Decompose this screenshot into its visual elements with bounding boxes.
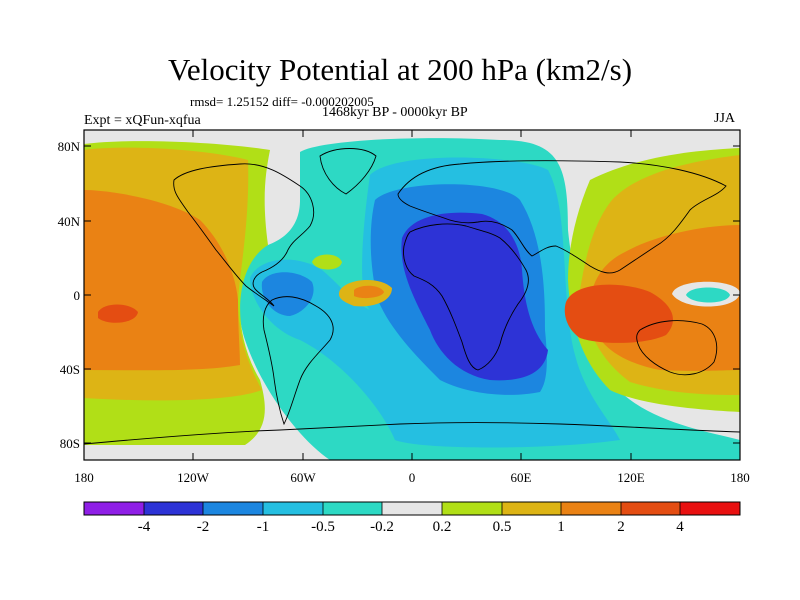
figure-title: Velocity Potential at 200 hPa (km2/s) (167, 52, 633, 87)
colorbar-box-6 (442, 502, 502, 515)
map-field (84, 130, 740, 460)
x-label-0: 0 (408, 470, 416, 485)
x-label-60w: 60W (290, 470, 316, 485)
y-label-40n: 40N (57, 214, 80, 229)
y-label-80s: 80S (59, 436, 80, 451)
pos-max-region-west (98, 304, 138, 323)
x-label-60e: 60E (510, 470, 532, 485)
colorbar-label-1: -2 (196, 519, 210, 535)
y-label-80n: 80N (57, 139, 80, 154)
colorbar-label-4: -0.2 (370, 519, 394, 535)
axis-ticks (84, 130, 740, 460)
period-label: 1468kyr BP - 0000kyr BP (322, 105, 468, 120)
colorbar-box-0 (84, 502, 144, 515)
coastlines (84, 148, 740, 445)
colorbar-box-5 (382, 502, 442, 515)
coast-eurasia (397, 160, 727, 274)
colorbar-label-2: -1 (256, 519, 270, 535)
colorbar-label-3: -0.5 (311, 519, 335, 535)
colorbar-label-6: 0.5 (492, 519, 512, 535)
colorbar-box-1 (144, 502, 203, 515)
season-label: JJA (714, 111, 736, 126)
coast-africa (403, 223, 529, 371)
y-label-40s: 40S (59, 362, 80, 377)
x-label-120w: 120W (177, 470, 209, 485)
west-pacific-negative-core (686, 287, 730, 303)
colorbar (83, 501, 741, 516)
colorbar-box-8 (561, 502, 621, 515)
pos-max-region-east (564, 284, 673, 343)
coast-antarctica (84, 422, 740, 445)
colorbar-box-7 (502, 502, 561, 515)
x-label-120e: 120E (617, 470, 645, 485)
x-label-180w: 180 (74, 470, 94, 485)
colorbar-box-10 (680, 502, 740, 515)
colorbar-label-0: -4 (137, 519, 151, 535)
colorbar-label-5: 0.2 (432, 519, 452, 535)
colorbar-frame (83, 501, 741, 516)
colorbar-box-3 (263, 502, 323, 515)
experiment-label: Expt = xQFun-xqfua (84, 113, 201, 128)
pos-weak-region-blob (312, 254, 342, 270)
colorbar-box-9 (621, 502, 680, 515)
colorbar-box-4 (323, 502, 382, 515)
colorbar-label-8: 2 (617, 519, 625, 535)
coast-north-america (173, 163, 314, 307)
stats-line: rmsd= 1.25152 diff= -0.000202005 (190, 94, 374, 109)
neg-max-region (401, 212, 548, 381)
coast-south-america (262, 296, 334, 426)
neg-strong-region (261, 272, 314, 316)
coast-greenland (319, 148, 377, 195)
colorbar-label-7: 1 (557, 519, 565, 535)
pos-strong-region-west (84, 190, 240, 371)
coast-australia (636, 320, 718, 376)
x-label-180e: 180 (730, 470, 750, 485)
colorbar-box-2 (203, 502, 263, 515)
pos-strong-region-atlantic (354, 285, 384, 299)
y-label-0: 0 (73, 288, 81, 303)
colorbar-label-9: 4 (676, 519, 684, 535)
